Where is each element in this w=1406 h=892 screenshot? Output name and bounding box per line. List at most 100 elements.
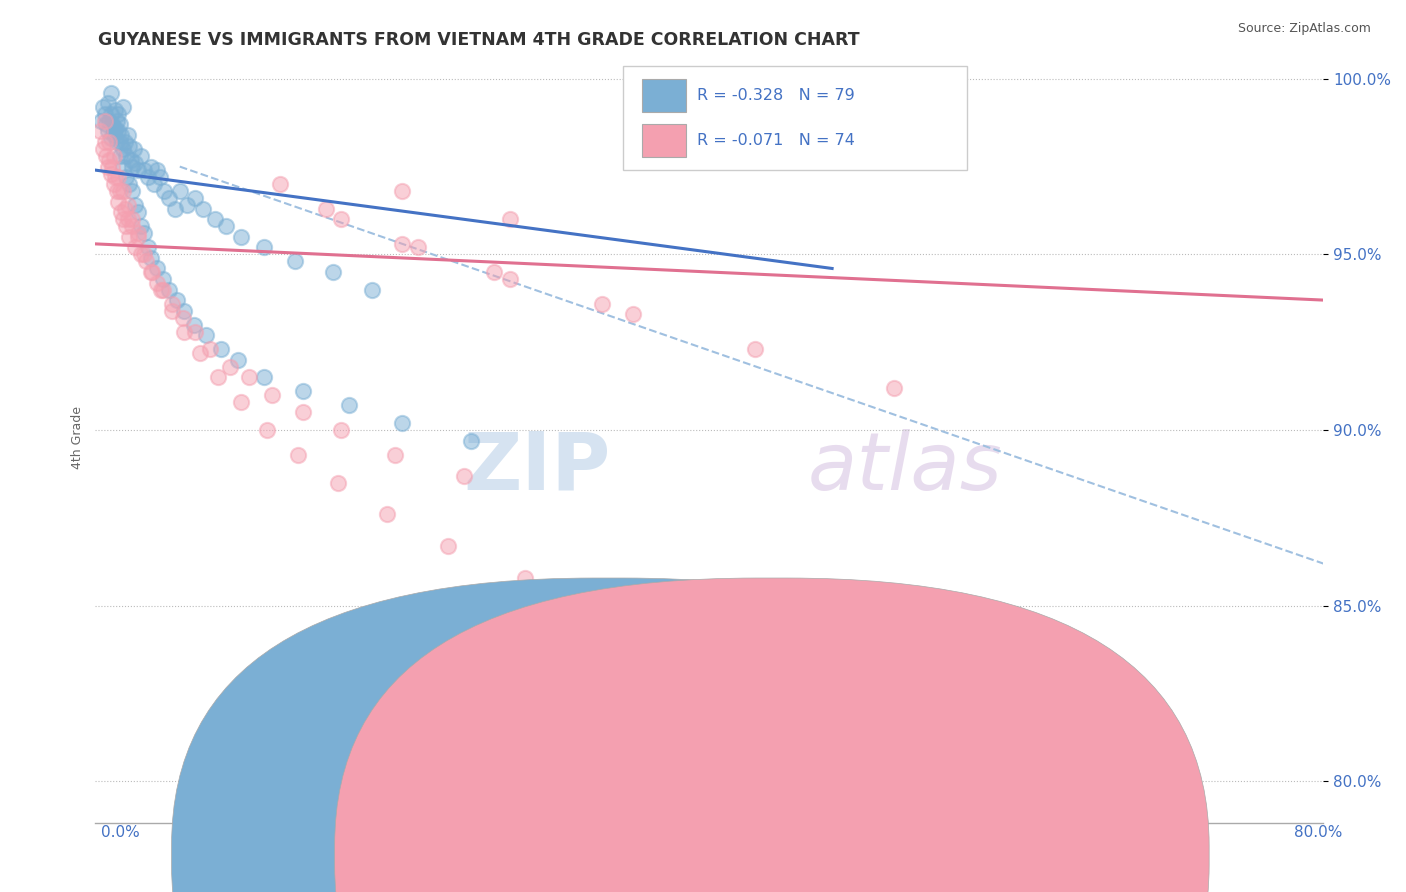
Point — [121, 212, 143, 227]
Point — [94, 149, 117, 163]
Point — [98, 153, 121, 167]
Point — [104, 120, 127, 135]
Point — [93, 114, 115, 128]
Point — [131, 247, 153, 261]
Point — [453, 468, 475, 483]
Point — [322, 265, 344, 279]
Point — [94, 118, 117, 132]
Point — [145, 163, 167, 178]
Point — [499, 272, 522, 286]
Point — [337, 399, 360, 413]
FancyBboxPatch shape — [641, 79, 686, 112]
Point — [256, 423, 278, 437]
Point — [287, 448, 309, 462]
Point — [124, 240, 146, 254]
Point — [139, 265, 162, 279]
Point — [105, 184, 128, 198]
Point — [145, 276, 167, 290]
Point — [391, 184, 413, 198]
Point — [136, 240, 159, 254]
Point — [134, 227, 156, 241]
Point — [315, 202, 337, 216]
Point — [183, 318, 205, 332]
Point — [157, 283, 180, 297]
Point — [103, 124, 125, 138]
Point — [93, 135, 115, 149]
Point — [513, 571, 536, 585]
Point — [114, 202, 136, 216]
Point — [291, 405, 314, 419]
Point — [284, 254, 307, 268]
Point — [101, 160, 124, 174]
Point — [117, 212, 139, 227]
Point — [111, 160, 134, 174]
Point — [134, 247, 156, 261]
Point — [107, 124, 129, 138]
Point — [98, 114, 121, 128]
Point — [124, 198, 146, 212]
Point — [118, 177, 141, 191]
Text: 0.0%: 0.0% — [101, 825, 141, 840]
Point — [104, 170, 127, 185]
Point — [360, 283, 382, 297]
Point — [111, 142, 134, 156]
Point — [127, 227, 149, 241]
Point — [172, 310, 194, 325]
Point — [103, 177, 125, 191]
Point — [253, 370, 276, 384]
Point — [127, 163, 149, 178]
Point — [89, 124, 111, 138]
Point — [117, 198, 139, 212]
Point — [100, 86, 122, 100]
Point — [91, 100, 114, 114]
Point — [97, 124, 120, 138]
Point — [136, 170, 159, 185]
Point — [238, 370, 260, 384]
Point — [111, 212, 134, 227]
Point — [882, 381, 904, 395]
Point — [122, 142, 145, 156]
Point — [131, 149, 153, 163]
Point — [200, 343, 222, 357]
Point — [207, 370, 229, 384]
Point — [103, 149, 125, 163]
Point — [460, 434, 482, 448]
Point — [91, 142, 114, 156]
Point — [110, 128, 132, 142]
Point — [157, 191, 180, 205]
Point — [90, 114, 112, 128]
Point — [105, 114, 128, 128]
Point — [153, 184, 176, 198]
Point — [118, 138, 141, 153]
Point — [103, 128, 125, 142]
Point — [160, 296, 183, 310]
Point — [406, 240, 429, 254]
Point — [110, 205, 132, 219]
Point — [124, 156, 146, 170]
Point — [499, 212, 522, 227]
Point — [150, 283, 173, 297]
Point — [484, 265, 506, 279]
Point — [100, 131, 122, 145]
Point — [188, 345, 211, 359]
Point — [120, 153, 142, 167]
Point — [226, 352, 249, 367]
Point — [375, 508, 398, 522]
Point — [108, 149, 131, 163]
Point — [194, 328, 217, 343]
Point — [391, 236, 413, 251]
Text: Immigrants from Vietnam: Immigrants from Vietnam — [787, 849, 984, 863]
Point — [107, 194, 129, 209]
FancyBboxPatch shape — [641, 124, 686, 157]
Point — [165, 202, 187, 216]
Point — [105, 135, 128, 149]
Text: GUYANESE VS IMMIGRANTS FROM VIETNAM 4TH GRADE CORRELATION CHART: GUYANESE VS IMMIGRANTS FROM VIETNAM 4TH … — [98, 31, 860, 49]
Point — [149, 170, 172, 185]
Point — [107, 170, 129, 185]
Point — [111, 100, 134, 114]
Point — [291, 384, 314, 399]
Point — [117, 128, 139, 142]
Point — [108, 135, 131, 149]
Point — [204, 212, 226, 227]
Point — [152, 272, 174, 286]
